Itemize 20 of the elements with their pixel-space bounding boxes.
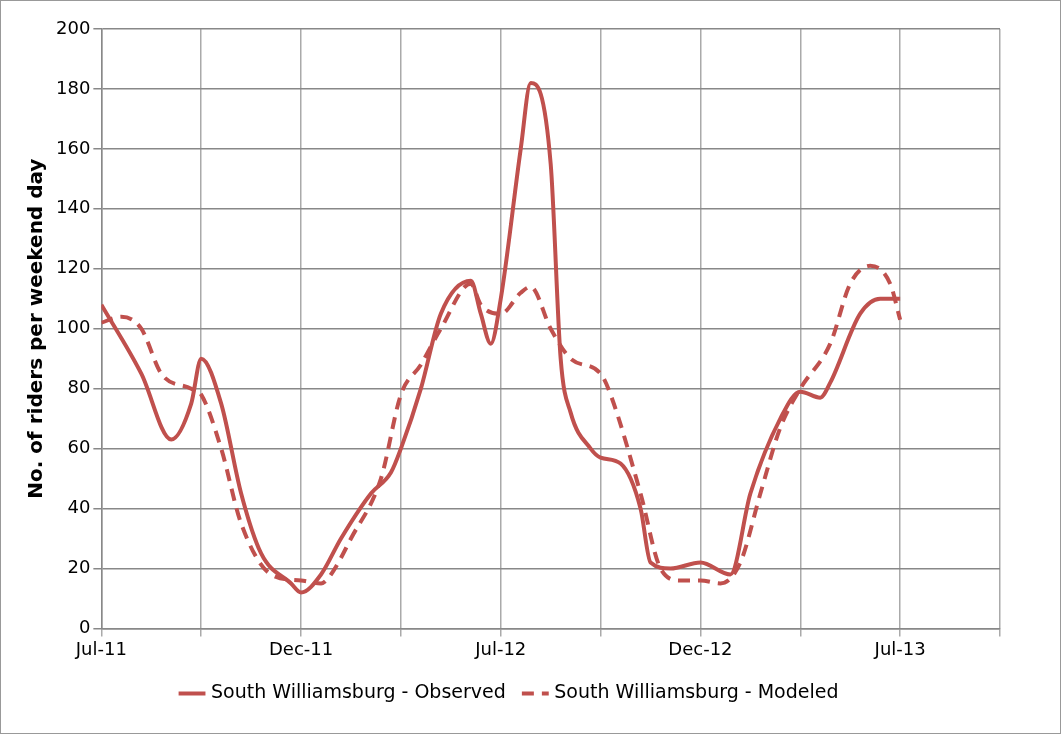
x-tick-label: Jul-11 <box>74 637 127 659</box>
y-tick-label: 160 <box>56 136 91 158</box>
y-tick-label: 200 <box>56 16 91 38</box>
legend-label: South Williamsburg - Modeled <box>554 680 839 703</box>
y-tick-label: 80 <box>67 376 91 398</box>
x-tick-label: Jul-13 <box>873 637 926 659</box>
line-series <box>101 80 903 595</box>
x-tick-label: Jul-12 <box>474 637 527 659</box>
y-tick-label: 60 <box>67 436 91 458</box>
legend-label: South Williamsburg - Observed <box>211 680 506 703</box>
x-tick-label: Dec-11 <box>268 637 334 659</box>
x-tick-label: Dec-12 <box>668 637 733 659</box>
y-axis-title: No. of riders per weekend day <box>23 158 48 499</box>
y-tick-label: 0 <box>78 616 91 638</box>
y-tick-label: 20 <box>67 556 91 578</box>
y-tick-label: 140 <box>56 196 91 218</box>
y-tick-label: 120 <box>56 256 91 278</box>
y-tick-label: 40 <box>67 496 91 518</box>
y-tick-label: 180 <box>56 76 91 98</box>
y-tick-label: 100 <box>56 316 91 338</box>
